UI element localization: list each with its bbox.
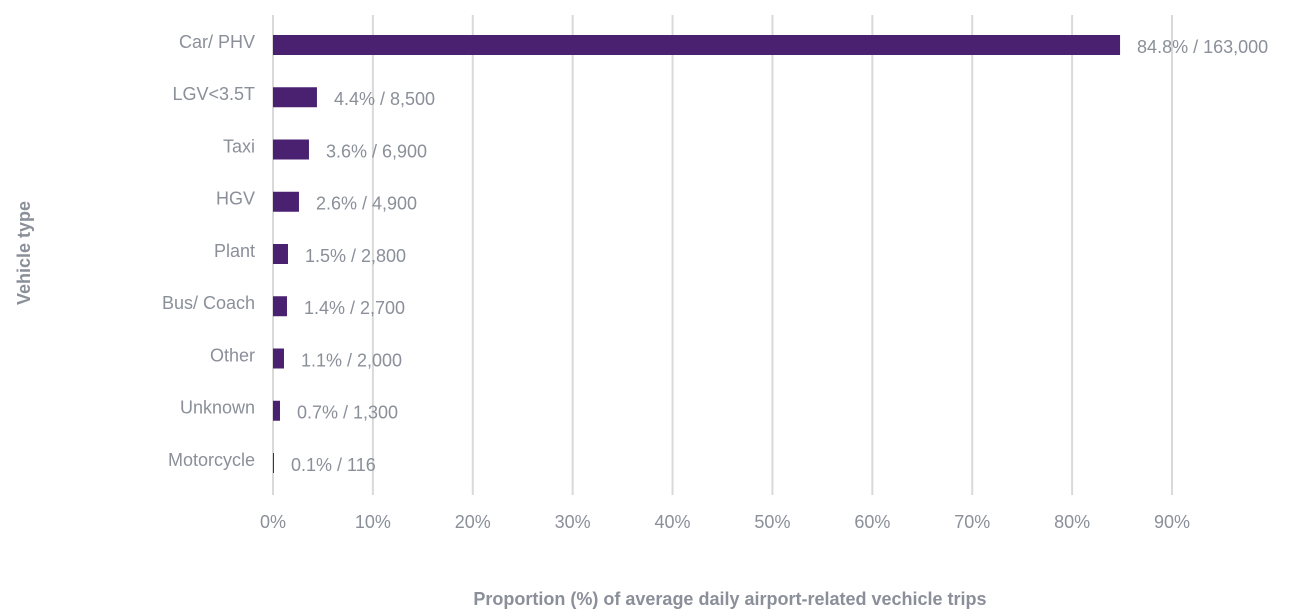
bar — [273, 348, 284, 369]
bar — [273, 296, 287, 317]
x-tick-label: 50% — [754, 512, 790, 532]
y-tick-label: Unknown — [180, 398, 255, 418]
y-tick-label: Plant — [214, 241, 255, 261]
bar — [273, 87, 317, 108]
x-axis-title: Proportion (%) of average daily airport-… — [473, 589, 986, 609]
data-label: 84.8% / 163,000 — [1137, 37, 1268, 57]
data-label: 1.5% / 2,800 — [305, 246, 406, 266]
bar — [273, 35, 1121, 55]
y-tick-label: LGV<3.5T — [172, 84, 255, 104]
x-tick-label: 0% — [260, 512, 286, 532]
y-tick-label: Other — [210, 345, 255, 365]
bar — [273, 244, 288, 264]
data-label: 3.6% / 6,900 — [326, 141, 427, 161]
x-tick-label: 40% — [655, 512, 691, 532]
data-label: 1.4% / 2,700 — [304, 298, 405, 318]
x-tick-label: 30% — [555, 512, 591, 532]
bar — [273, 400, 280, 421]
x-tick-label: 90% — [1154, 512, 1190, 532]
x-tick-label: 70% — [954, 512, 990, 532]
y-axis-title: Vehicle type — [14, 201, 34, 305]
y-tick-label: Bus/ Coach — [162, 293, 255, 313]
data-label: 0.1% / 116 — [291, 455, 376, 475]
x-tick-label: 80% — [1054, 512, 1090, 532]
y-tick-label: HGV — [216, 189, 255, 209]
bar — [273, 191, 299, 212]
data-label: 2.6% / 4,900 — [316, 194, 417, 214]
bar — [273, 453, 274, 473]
data-label: 0.7% / 1,300 — [297, 403, 398, 423]
x-tick-label: 20% — [455, 512, 491, 532]
x-tick-label: 10% — [355, 512, 391, 532]
x-tick-label: 60% — [854, 512, 890, 532]
y-tick-label: Taxi — [223, 136, 255, 156]
y-tick-label: Motorcycle — [168, 450, 255, 470]
data-label: 1.1% / 2,000 — [301, 350, 402, 370]
data-label: 4.4% / 8,500 — [334, 89, 435, 109]
y-tick-label: Car/ PHV — [179, 32, 255, 52]
bar — [273, 139, 309, 160]
